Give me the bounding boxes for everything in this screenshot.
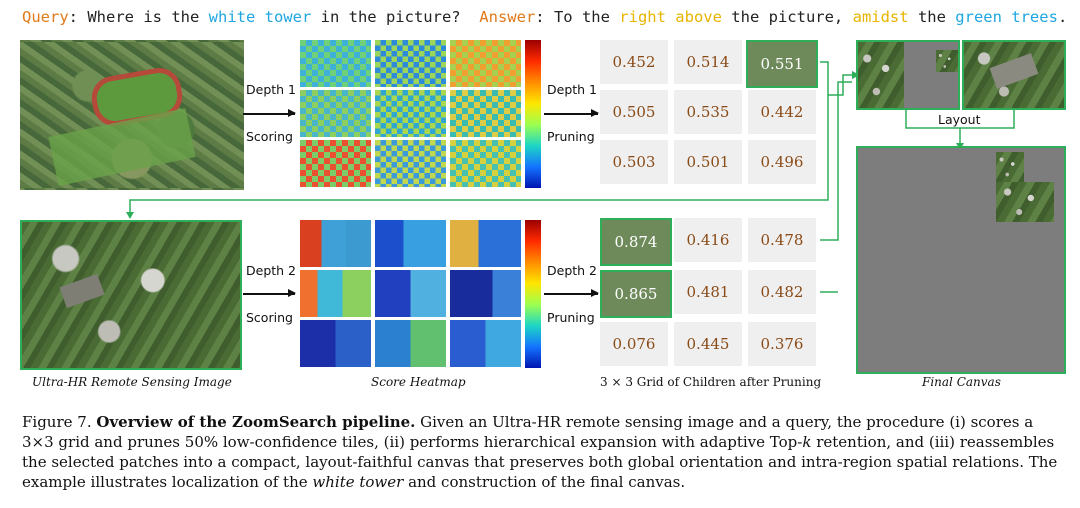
figure-label: Figure 7. xyxy=(22,413,92,431)
query-line: Query: Where is the white tower in the p… xyxy=(22,8,1067,26)
grid-cell: 0.503 xyxy=(600,140,668,184)
colorbar-depth2 xyxy=(525,220,541,368)
pruning1-label: Pruning xyxy=(547,129,595,144)
depth1-right-label: Depth 1 xyxy=(547,82,597,97)
query-target: white tower xyxy=(208,8,312,26)
heatmap-tile xyxy=(300,270,371,317)
canvas-patch xyxy=(996,152,1024,182)
colorbar-depth1 xyxy=(525,40,541,188)
depth1-scoring-arrow xyxy=(243,110,296,116)
answer-direction: right above xyxy=(619,8,722,26)
ultra-hr-image-depth2 xyxy=(20,220,242,370)
heatmap-tile xyxy=(375,270,446,317)
heatmap-tile xyxy=(300,320,371,367)
grid-cell: 0.505 xyxy=(600,90,668,134)
arrowhead xyxy=(126,212,134,219)
building-shape xyxy=(989,53,1039,89)
heatmap-tile xyxy=(450,140,521,187)
heatmap-tile xyxy=(375,220,446,267)
heatmap-tile xyxy=(375,90,446,137)
heatmap-tile xyxy=(450,320,521,367)
pruning2-label: Pruning xyxy=(547,310,595,325)
heatmap-tile xyxy=(375,320,446,367)
caption-canvas: Final Canvas xyxy=(922,375,1001,389)
figure-k: k xyxy=(802,433,812,451)
grid-cell: 0.501 xyxy=(674,140,742,184)
caption-image: Ultra-HR Remote Sensing Image xyxy=(32,375,232,389)
depth2-pruning-arrow xyxy=(544,290,599,296)
scoring2-label: Scoring xyxy=(246,310,293,325)
figure-body-2: retention, and (iii) reassembles the sel… xyxy=(22,433,1058,491)
pruned-grid-depth1: 0.452 0.514 0.551 0.505 0.535 0.442 0.50… xyxy=(600,40,820,188)
depth1-pruning-arrow xyxy=(544,110,599,116)
layout-patch xyxy=(936,50,958,72)
ultra-hr-image-depth1 xyxy=(20,40,244,190)
grid-cell: 0.496 xyxy=(748,140,816,184)
score-heatmap-depth1 xyxy=(300,40,522,188)
depth1-left-label: Depth 1 xyxy=(246,82,296,97)
answer-end: . xyxy=(1057,8,1068,26)
figure-title: Overview of the ZoomSearch pipeline. xyxy=(96,413,416,431)
final-canvas xyxy=(856,146,1066,374)
grid-cell: 0.481 xyxy=(674,270,742,314)
heatmap-tile xyxy=(375,40,446,87)
canvas-patch xyxy=(996,182,1054,222)
answer-label: Answer xyxy=(479,8,536,26)
heatmap-tile xyxy=(300,90,371,137)
grid-cell: 0.376 xyxy=(748,322,816,366)
heatmap-tile xyxy=(375,140,446,187)
heatmap-tile xyxy=(450,220,521,267)
connector-depth1-to-layout xyxy=(820,61,852,96)
grid-cell: 0.514 xyxy=(674,40,742,84)
query-label: Query xyxy=(22,8,69,26)
answer-text-3: the xyxy=(908,8,956,26)
answer-text-2: the picture, xyxy=(721,8,853,26)
score-heatmap-depth2 xyxy=(300,220,522,368)
caption-grid: 3 × 3 Grid of Children after Pruning xyxy=(600,375,822,389)
layout-thumb-left xyxy=(856,40,960,110)
grid-cell: 0.478 xyxy=(748,218,816,262)
depth2-scoring-arrow xyxy=(243,290,296,296)
heatmap-tile xyxy=(450,270,521,317)
figure-target: white tower xyxy=(312,473,404,491)
grid-cell: 0.535 xyxy=(674,90,742,134)
grid-cell: 0.452 xyxy=(600,40,668,84)
depth2-left-label: Depth 2 xyxy=(246,263,296,278)
grid-cell: 0.445 xyxy=(674,322,742,366)
grid-cell: 0.076 xyxy=(600,322,668,366)
connector-depth2-top-to-layout xyxy=(820,81,852,241)
grid-cell: 0.442 xyxy=(748,90,816,134)
figure-caption: Figure 7. Overview of the ZoomSearch pip… xyxy=(22,412,1062,492)
answer-amidst: amidst xyxy=(852,8,909,26)
grid-cell-selected: 0.551 xyxy=(746,40,818,88)
caption-heatmap: Score Heatmap xyxy=(371,375,466,389)
heatmap-tile xyxy=(300,140,371,187)
heatmap-tile xyxy=(300,220,371,267)
query-text-1: : Where is the xyxy=(68,8,209,26)
layout-patch xyxy=(858,42,904,108)
grid-cell-selected: 0.865 xyxy=(600,270,672,318)
pruned-grid-depth2: 0.874 0.416 0.478 0.865 0.481 0.482 0.07… xyxy=(600,218,820,368)
scoring1-label: Scoring xyxy=(246,129,293,144)
grid-cell: 0.416 xyxy=(674,218,742,262)
grid-cell: 0.482 xyxy=(748,270,816,314)
heatmap-tile xyxy=(300,40,371,87)
query-text-2: in the picture? xyxy=(311,8,461,26)
heatmap-tile xyxy=(450,40,521,87)
answer-text-1: : To the xyxy=(535,8,620,26)
building-shape xyxy=(59,273,105,309)
connector-lines xyxy=(126,61,1015,293)
connector-depth1-to-depth2 xyxy=(129,95,829,213)
heatmap-tile xyxy=(450,90,521,137)
answer-trees: green trees xyxy=(955,8,1058,26)
figure-body-1: Given an Ultra-HR remote sensing image a… xyxy=(22,413,1034,451)
layout-label: Layout xyxy=(938,112,981,127)
figure-body-3: and construction of the final canvas. xyxy=(403,473,686,491)
layout-thumb-right xyxy=(962,40,1066,110)
depth2-right-label: Depth 2 xyxy=(547,263,597,278)
grid-cell-selected: 0.874 xyxy=(600,218,672,266)
